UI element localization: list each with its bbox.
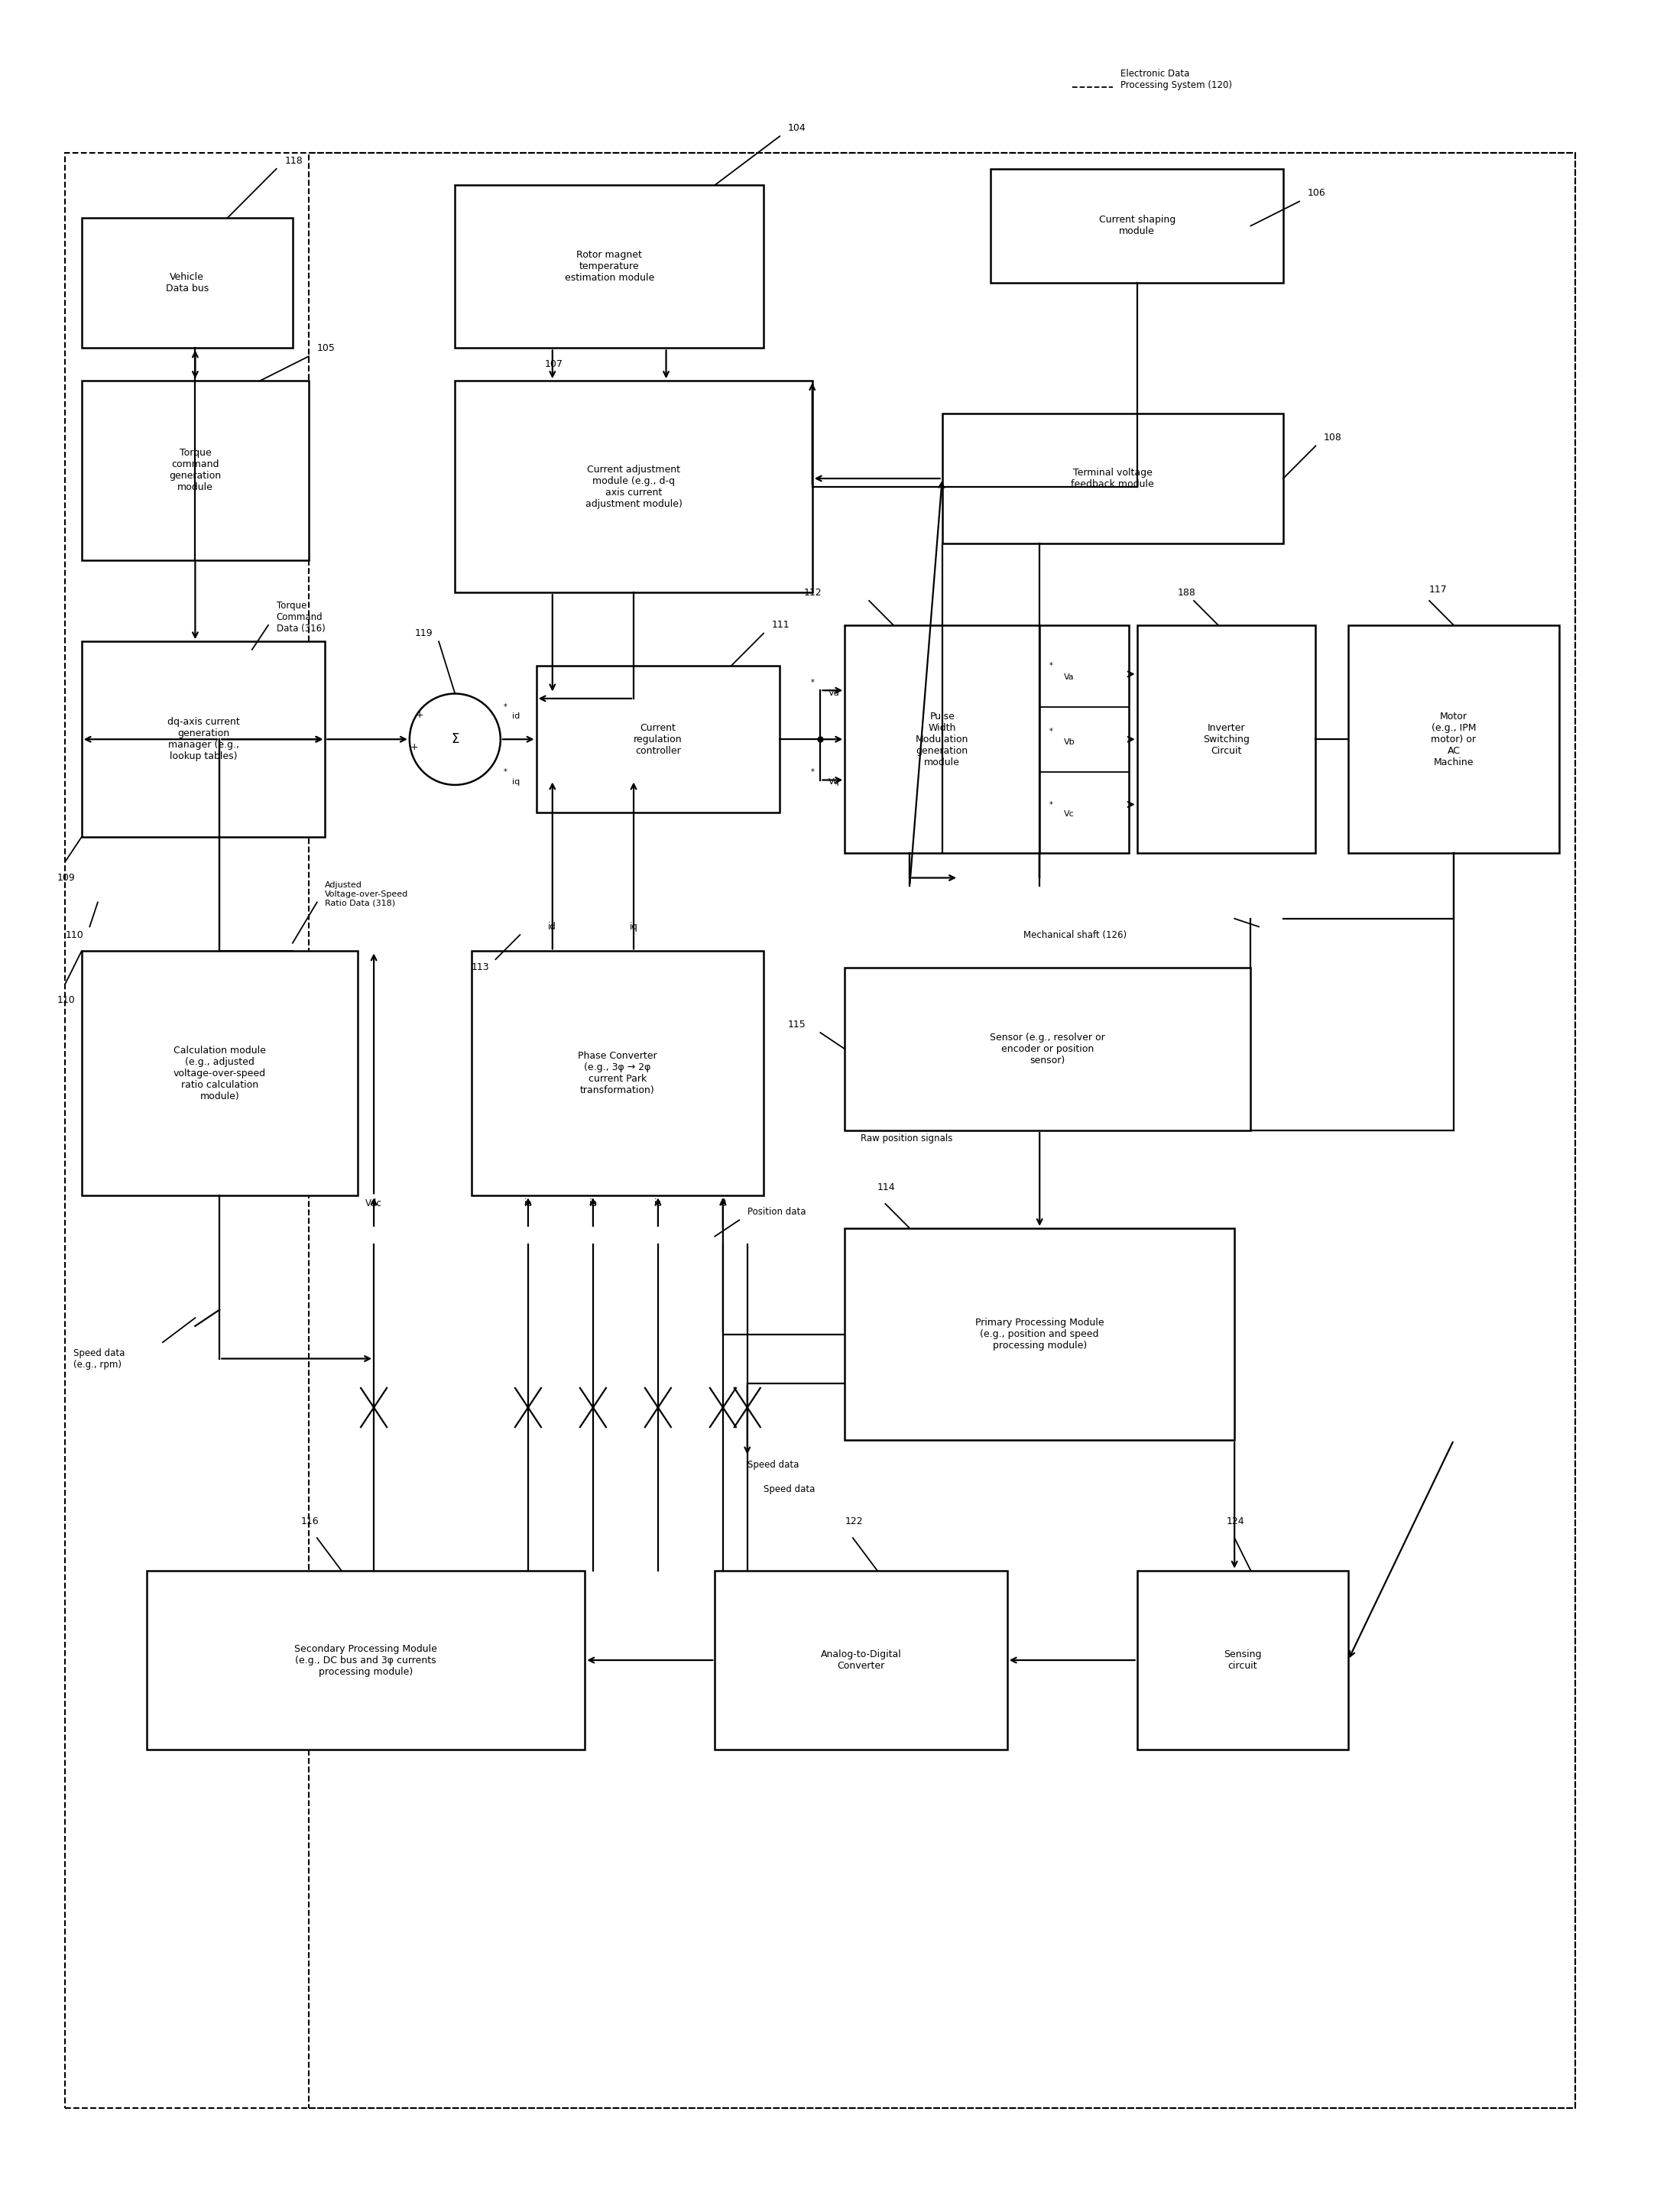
Text: Secondary Processing Module
(e.g., DC bus and 3φ currents
processing module): Secondary Processing Module (e.g., DC bu… (295, 1644, 437, 1677)
Text: Electronic Data
Processing System (120): Electronic Data Processing System (120) (1120, 69, 1233, 91)
Text: 111: 111 (772, 619, 790, 630)
Text: ib: ib (588, 1199, 597, 1208)
Text: Sensor (e.g., resolver or
encoder or position
sensor): Sensor (e.g., resolver or encoder or pos… (991, 1033, 1105, 1066)
Bar (81, 380, 308, 560)
Text: Sensing
circuit: Sensing circuit (1223, 1650, 1261, 1670)
Bar (456, 186, 764, 347)
Text: 108: 108 (1324, 434, 1342, 442)
Bar (81, 951, 358, 1197)
Text: ic: ic (655, 1199, 661, 1208)
Text: Va: Va (1064, 672, 1074, 681)
Bar (537, 666, 780, 812)
Text: Position data: Position data (747, 1208, 805, 1217)
Text: 188: 188 (1178, 588, 1196, 597)
Text: 105: 105 (316, 343, 335, 354)
Text: Vdc: Vdc (366, 1199, 383, 1208)
Text: Vehicle
Data bus: Vehicle Data bus (166, 272, 209, 294)
Text: Vq: Vq (828, 779, 840, 785)
Text: Analog-to-Digital
Converter: Analog-to-Digital Converter (820, 1650, 901, 1670)
Text: +: + (416, 710, 423, 719)
Bar (456, 380, 812, 593)
Text: 113: 113 (471, 962, 489, 973)
Text: Torque
command
generation
module: Torque command generation module (169, 449, 222, 493)
Bar (1039, 626, 1128, 854)
Text: 114: 114 (877, 1183, 895, 1192)
Bar (1137, 626, 1316, 854)
Text: 112: 112 (804, 588, 822, 597)
Text: Phase Converter
(e.g., 3φ → 2φ
current Park
transformation): Phase Converter (e.g., 3φ → 2φ current P… (578, 1051, 656, 1095)
Text: 117: 117 (1430, 584, 1448, 595)
Text: Vd: Vd (828, 690, 840, 697)
Text: Current
regulation
controller: Current regulation controller (633, 723, 683, 757)
Bar (81, 641, 325, 836)
Text: *: * (1049, 661, 1052, 670)
Bar (1137, 1571, 1349, 1750)
Bar (991, 168, 1283, 283)
Text: θ: θ (721, 1199, 726, 1208)
Text: Raw position signals: Raw position signals (862, 1133, 953, 1144)
Text: dq-axis current
generation
manager (e.g.,
lookup tables): dq-axis current generation manager (e.g.… (167, 717, 240, 761)
Bar (714, 1571, 1007, 1750)
Text: Vc: Vc (1064, 810, 1074, 818)
Text: Motor
(e.g., IPM
motor) or
AC
Machine: Motor (e.g., IPM motor) or AC Machine (1432, 712, 1476, 768)
Text: *: * (504, 768, 507, 776)
Text: *: * (810, 768, 814, 776)
Text: 119: 119 (414, 628, 432, 639)
Text: *: * (504, 703, 507, 710)
Text: 109: 109 (58, 874, 75, 883)
Text: Speed data: Speed data (747, 1460, 799, 1469)
Text: Torque
Command
Data (316): Torque Command Data (316) (277, 602, 325, 633)
Text: 122: 122 (845, 1517, 863, 1526)
Text: *: * (1049, 801, 1052, 807)
Text: id: id (548, 922, 557, 931)
Text: iq: iq (630, 922, 638, 931)
Text: 115: 115 (789, 1020, 805, 1029)
Text: 104: 104 (789, 124, 805, 133)
Bar (81, 217, 293, 347)
Text: Speed data: Speed data (764, 1484, 815, 1493)
Bar (308, 153, 1576, 2108)
Text: Current adjustment
module (e.g., d-q
axis current
adjustment module): Current adjustment module (e.g., d-q axi… (585, 465, 683, 509)
Text: Calculation module
(e.g., adjusted
voltage-over-speed
ratio calculation
module): Calculation module (e.g., adjusted volta… (174, 1046, 265, 1102)
Bar (845, 626, 1039, 854)
Text: Mechanical shaft (126): Mechanical shaft (126) (1024, 929, 1127, 940)
Text: *: * (810, 679, 814, 686)
Text: 110: 110 (58, 995, 75, 1004)
Bar (471, 951, 764, 1197)
Text: ia: ia (524, 1199, 532, 1208)
Text: 107: 107 (543, 358, 563, 369)
Text: Σ: Σ (451, 732, 459, 745)
Text: 124: 124 (1226, 1517, 1244, 1526)
Text: *: * (1049, 728, 1052, 734)
Bar (943, 414, 1283, 544)
Text: Terminal voltage
feedback module: Terminal voltage feedback module (1070, 467, 1155, 489)
Text: 118: 118 (285, 155, 303, 166)
Bar (845, 967, 1251, 1130)
Text: 110: 110 (65, 929, 83, 940)
Bar (845, 1228, 1234, 1440)
Text: 106: 106 (1307, 188, 1326, 199)
Text: Primary Processing Module
(e.g., position and speed
processing module): Primary Processing Module (e.g., positio… (976, 1318, 1104, 1352)
Bar (146, 1571, 585, 1750)
Text: Adjusted
Voltage-over-Speed
Ratio Data (318): Adjusted Voltage-over-Speed Ratio Data (… (325, 880, 409, 907)
Text: id: id (512, 712, 520, 721)
Text: +: + (411, 743, 419, 752)
Text: iq: iq (512, 779, 520, 785)
Text: Rotor magnet
temperature
estimation module: Rotor magnet temperature estimation modu… (565, 250, 655, 283)
Text: Inverter
Switching
Circuit: Inverter Switching Circuit (1203, 723, 1249, 757)
Text: Current shaping
module: Current shaping module (1099, 215, 1175, 237)
Text: Vb: Vb (1064, 739, 1075, 745)
Text: Pulse
Width
Modulation
generation
module: Pulse Width Modulation generation module (916, 712, 969, 768)
Text: 116: 116 (302, 1517, 318, 1526)
Bar (1349, 626, 1559, 854)
Text: Speed data
(e.g., rpm): Speed data (e.g., rpm) (73, 1347, 124, 1369)
